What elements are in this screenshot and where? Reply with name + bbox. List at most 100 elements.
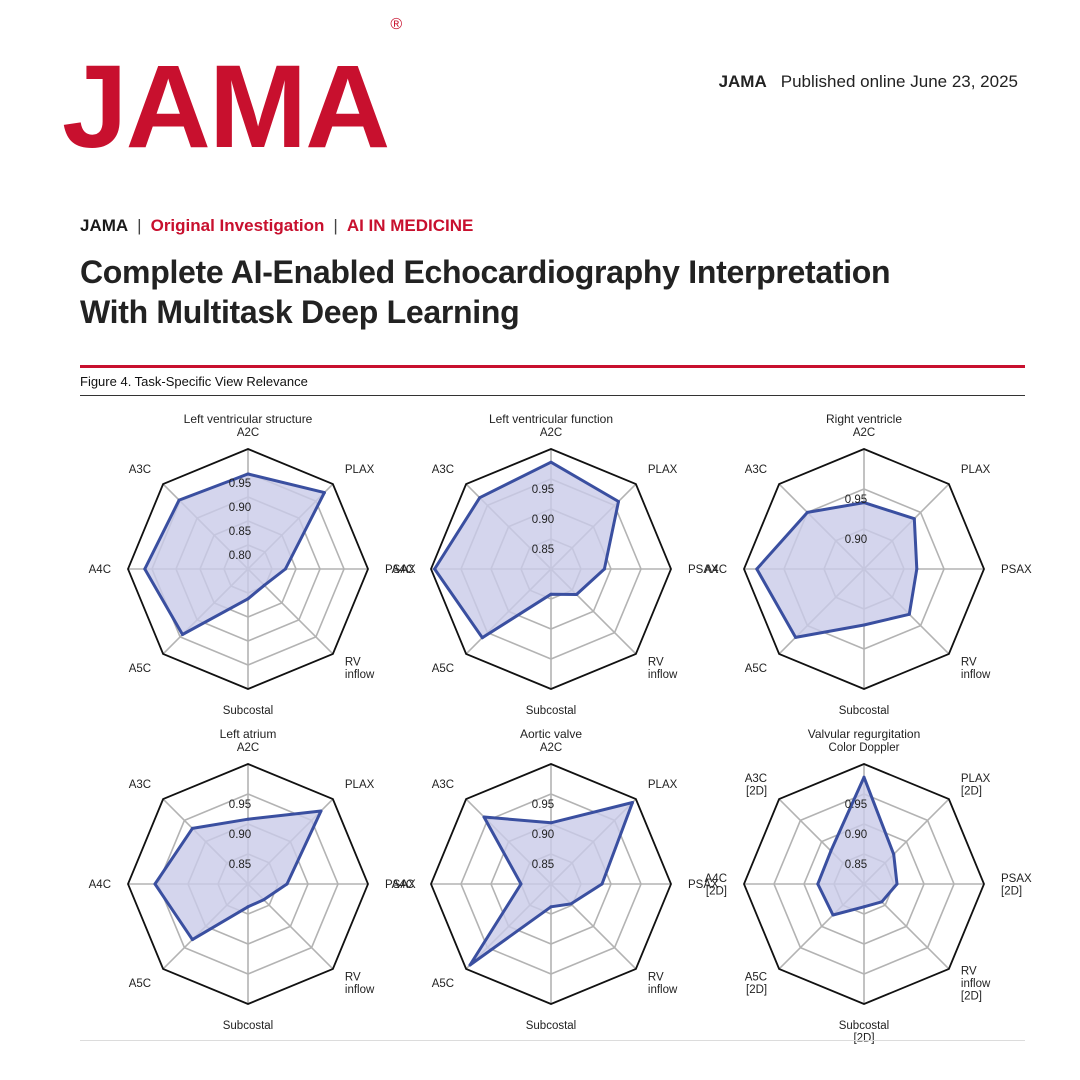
axis-label: PLAX [2D] — [961, 773, 991, 798]
tick-label: 0.90 — [229, 502, 251, 514]
data-point — [153, 882, 157, 886]
data-point — [246, 597, 250, 601]
axis-label: A2C — [237, 742, 259, 754]
data-point — [319, 809, 323, 813]
data-point — [816, 882, 820, 886]
data-point — [631, 801, 634, 804]
data-point — [283, 567, 287, 571]
axis-label: Subcostal — [223, 1020, 274, 1032]
axis-label: PLAX — [648, 464, 678, 476]
article-title-line-1: Complete AI-Enabled Echocardiography Int… — [80, 254, 891, 290]
axis-label: A3C — [129, 464, 151, 476]
radar-chart-3: Right ventricle 0.90 0.95 A2C PLAX PSAX RV infl… — [705, 412, 1032, 717]
axis-label: Subcostal — [526, 1020, 577, 1032]
chart-title: Right ventricle — [826, 412, 902, 426]
tick-label: 0.95 — [532, 484, 554, 496]
axis-label: A4C — [392, 879, 414, 891]
outer-ring — [430, 763, 672, 1005]
axis-label: A3C — [129, 779, 151, 791]
data-point — [181, 633, 184, 636]
axis-label: A5C — [745, 663, 767, 675]
data-point — [575, 593, 578, 596]
registered-mark: ® — [390, 15, 403, 33]
data-point — [246, 905, 250, 909]
axis-label: A2C — [540, 742, 562, 754]
data-point — [794, 635, 798, 639]
chart-title: Left ventricular function — [489, 412, 613, 426]
data-point — [831, 913, 835, 917]
grid-ring — [460, 793, 642, 975]
tick-label: 0.95 — [845, 799, 867, 811]
axis-label: A4C — [89, 564, 111, 576]
axis-label: Color Doppler — [829, 742, 900, 754]
axis-label: RV inflow — [961, 657, 991, 682]
data-point — [478, 496, 482, 500]
radar-chart-5: Aortic valve 0.85 0.90 0.95 A2C PLAX PSAX RV inf… — [392, 727, 719, 1032]
data-polygon — [816, 775, 899, 917]
axis-label: A5C — [432, 663, 454, 675]
axis-label: A4C — [392, 564, 414, 576]
data-point — [143, 567, 147, 571]
axis-label: RV inflow — [345, 972, 375, 997]
separator: | — [333, 216, 338, 235]
figure-caption: Figure 4. Task-Specific View Relevance — [80, 374, 308, 389]
axis-label: RV inflow — [345, 657, 375, 682]
grid-ring — [157, 793, 339, 975]
tick-label: 0.85 — [229, 859, 251, 871]
tick-label: 0.90 — [532, 829, 554, 841]
grid-ring — [803, 823, 925, 945]
radar-chart-6: Valvular regurgitation 0.85 0.90 0.95 Color … — [705, 727, 1032, 1045]
data-point — [549, 460, 553, 464]
data-point — [549, 905, 553, 909]
data-point — [600, 882, 604, 886]
axis-label: PLAX — [345, 779, 375, 791]
tick-label: 0.85 — [532, 544, 554, 556]
tick-label: 0.85 — [229, 526, 251, 538]
tick-label: 0.95 — [229, 799, 251, 811]
data-point — [519, 882, 523, 886]
data-point — [829, 849, 833, 853]
data-point — [907, 612, 911, 616]
axis-label: PSAX [2D] — [1001, 873, 1032, 898]
radar-chart-2: Left ventricular function 0.85 0.90 0.95 A2C… — [392, 412, 719, 717]
axis-label: A4C — [89, 879, 111, 891]
axis-label: PLAX — [961, 464, 991, 476]
data-point — [177, 498, 181, 502]
axis-label: PSAX — [1001, 564, 1032, 576]
outer-ring — [743, 448, 985, 690]
data-point — [805, 510, 809, 514]
data-point — [549, 821, 553, 825]
published-date: Published online June 23, 2025 — [780, 72, 1018, 91]
data-point — [602, 567, 606, 571]
separator: | — [137, 216, 142, 235]
outer-ring — [430, 448, 672, 690]
tick-label: 0.90 — [229, 829, 251, 841]
axis-label: Subcostal — [223, 705, 274, 717]
publication-info: JAMA Published online June 23, 2025 — [719, 72, 1018, 92]
axis-label: PLAX — [345, 464, 375, 476]
journal-name: JAMA — [718, 72, 767, 91]
outer-ring — [127, 763, 369, 1005]
data-point — [915, 567, 919, 571]
jama-logo: JAMA® — [62, 16, 402, 166]
axis-label: A5C — [129, 663, 151, 675]
axis-label: A3C [2D] — [745, 773, 767, 798]
axis-label: A5C [2D] — [745, 972, 767, 997]
axis-label: A5C — [129, 978, 151, 990]
axis-label: RV inflow — [648, 657, 678, 682]
data-point — [912, 517, 916, 521]
section-journal: JAMA — [80, 216, 129, 235]
data-point — [246, 817, 250, 821]
grid-ring — [773, 793, 955, 975]
radar-chart-4: Left atrium 0.85 0.90 0.95 A2C PLAX PSAX RV infl… — [89, 727, 416, 1032]
axis-label: Subcostal [2D] — [839, 1020, 890, 1045]
data-point — [862, 501, 866, 505]
data-point — [892, 852, 896, 856]
thin-divider — [80, 395, 1025, 396]
axis-label: Subcostal — [839, 705, 890, 717]
data-point — [617, 500, 620, 503]
bottom-divider — [80, 1040, 1025, 1041]
section-topic: AI IN MEDICINE — [346, 216, 474, 235]
radar-chart-1: Left ventricular structure 0.80 0.85 0.90 0.… — [89, 412, 416, 717]
